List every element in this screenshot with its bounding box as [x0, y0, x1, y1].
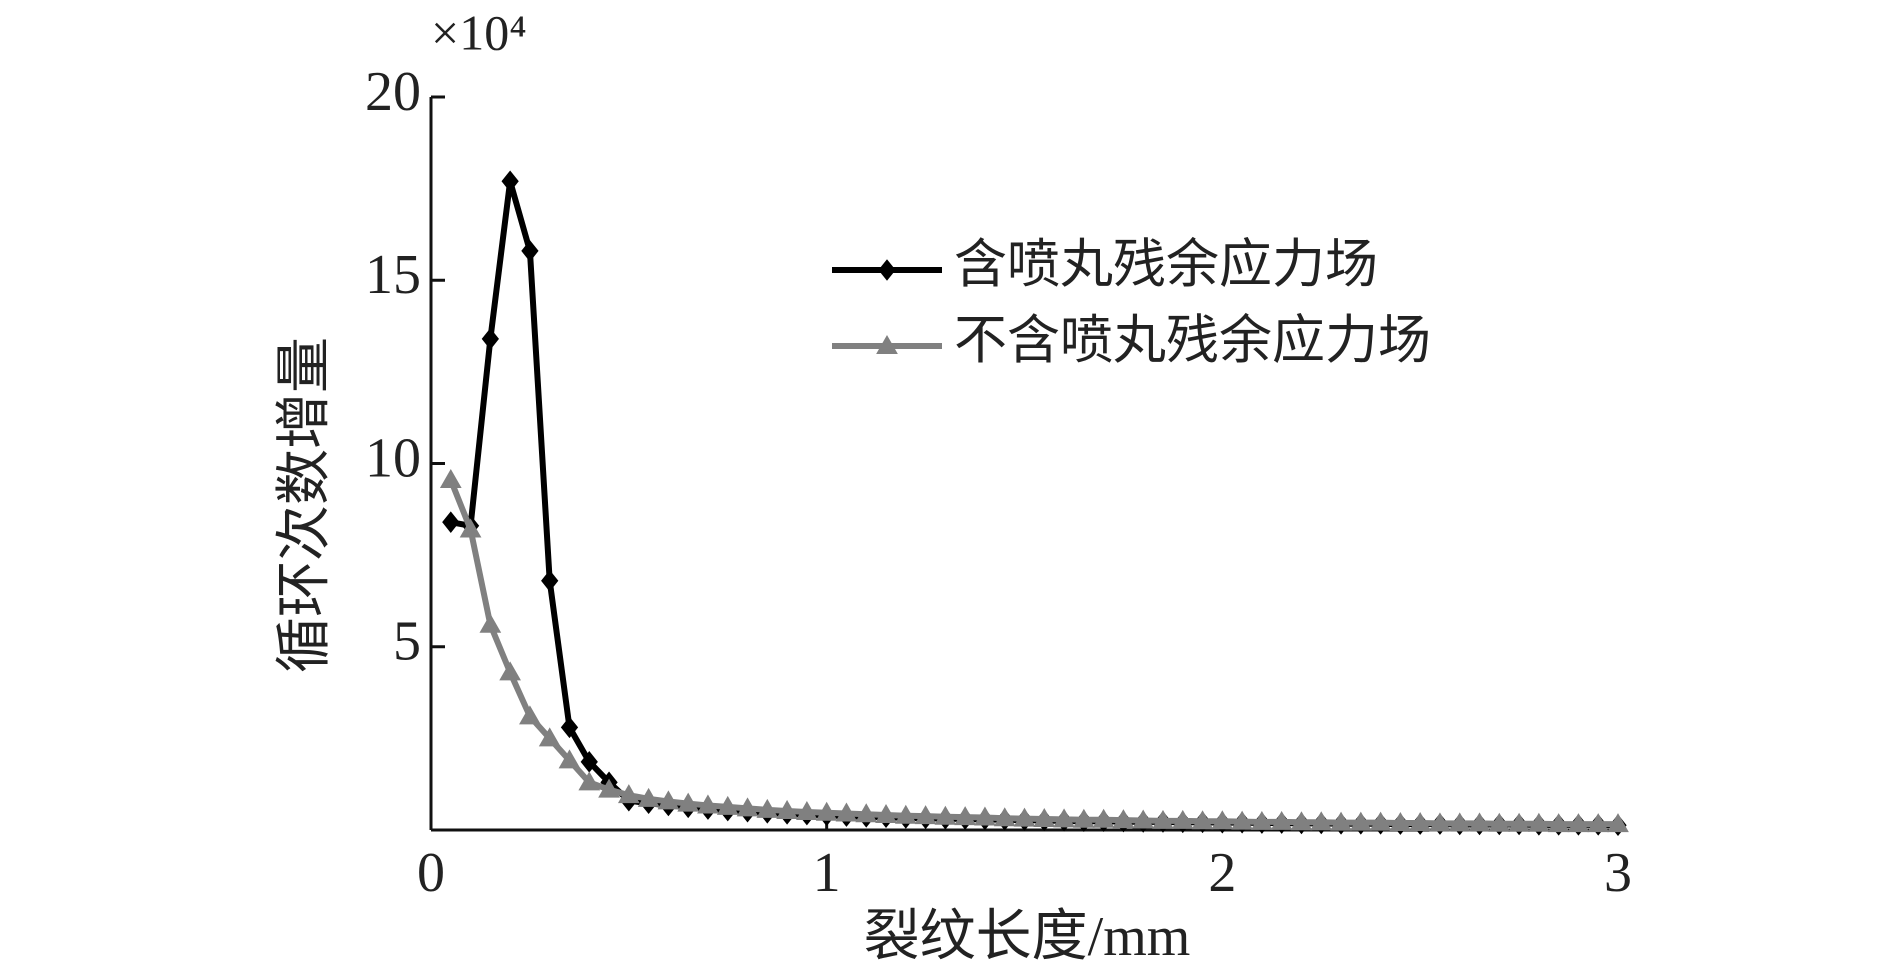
data-point [1132, 809, 1155, 829]
data-point [1409, 812, 1432, 832]
data-point [1389, 812, 1412, 832]
data-point [617, 784, 640, 804]
data-point [1508, 812, 1530, 832]
data-point [697, 794, 719, 814]
x-tick-label: 0 [417, 842, 445, 904]
data-point [1607, 813, 1629, 833]
data-point [815, 801, 838, 821]
data-point [1349, 811, 1372, 831]
data-point [1033, 807, 1056, 828]
data-point [1547, 813, 1570, 833]
legend-label: 含喷丸残余应力场 [954, 236, 1378, 294]
data-point [1270, 810, 1293, 830]
y-axis-label: 循环次数增量 [274, 337, 336, 673]
data-point [835, 802, 858, 822]
data-point [776, 799, 798, 819]
data-point [439, 468, 462, 488]
data-point [598, 778, 620, 798]
data-point [1152, 809, 1174, 829]
data-point [1171, 809, 1194, 829]
data-point [541, 569, 559, 592]
y-tick-label: 5 [393, 611, 421, 673]
x-tick-label: 2 [1208, 842, 1236, 904]
data-point [677, 792, 700, 812]
data-point [1112, 809, 1135, 829]
data-point [442, 511, 460, 533]
y-tick-label: 10 [365, 427, 421, 489]
data-point [796, 801, 818, 821]
data-point [894, 804, 917, 824]
data-point [914, 805, 937, 825]
data-point [479, 613, 502, 633]
data-point [560, 716, 579, 739]
data-point [1053, 808, 1075, 828]
data-point [736, 797, 759, 817]
data-point [1072, 808, 1095, 828]
data-point [501, 170, 519, 193]
data-point [657, 790, 680, 810]
data-point [716, 795, 739, 815]
data-point [519, 705, 541, 725]
x-axis-label: 裂纹长度/mm [864, 906, 1191, 968]
data-point [855, 803, 878, 823]
data-point [1330, 811, 1352, 831]
data-point [974, 806, 996, 826]
data-point [934, 805, 957, 825]
series-line [447, 478, 1618, 828]
data-point [1191, 810, 1214, 830]
data-point [481, 328, 499, 350]
y-multiplier: ×10⁴ [431, 4, 527, 60]
data-point [875, 803, 897, 823]
y-tick-label: 15 [365, 244, 421, 306]
data-point [993, 807, 1016, 827]
data-point [1310, 811, 1333, 831]
x-tick-label: 1 [813, 842, 841, 904]
data-point [521, 240, 539, 262]
data-point [1211, 810, 1234, 830]
data-point [1369, 811, 1392, 831]
data-point [1587, 813, 1610, 833]
data-point [1429, 812, 1451, 832]
legend-marker [878, 259, 896, 281]
data-point [1251, 810, 1273, 830]
data-point [756, 798, 779, 818]
data-point [1488, 812, 1511, 832]
data-point [1231, 810, 1253, 830]
data-point [954, 806, 977, 826]
data-point [1528, 812, 1550, 832]
data-point [1013, 807, 1036, 827]
data-point [558, 749, 581, 769]
data-point [459, 518, 482, 538]
data-point [1448, 812, 1471, 832]
data-point [637, 787, 660, 807]
data-point [1468, 812, 1491, 832]
data-point [1092, 808, 1115, 828]
legend-marker [876, 334, 898, 354]
x-tick-label: 3 [1604, 842, 1632, 904]
data-point [1567, 813, 1590, 833]
legend-label: 不含喷丸残余应力场 [954, 312, 1431, 370]
data-point [1290, 811, 1313, 831]
y-tick-label: 20 [365, 61, 421, 123]
data-point [578, 771, 601, 791]
data-point [499, 661, 521, 681]
data-point [538, 727, 561, 747]
